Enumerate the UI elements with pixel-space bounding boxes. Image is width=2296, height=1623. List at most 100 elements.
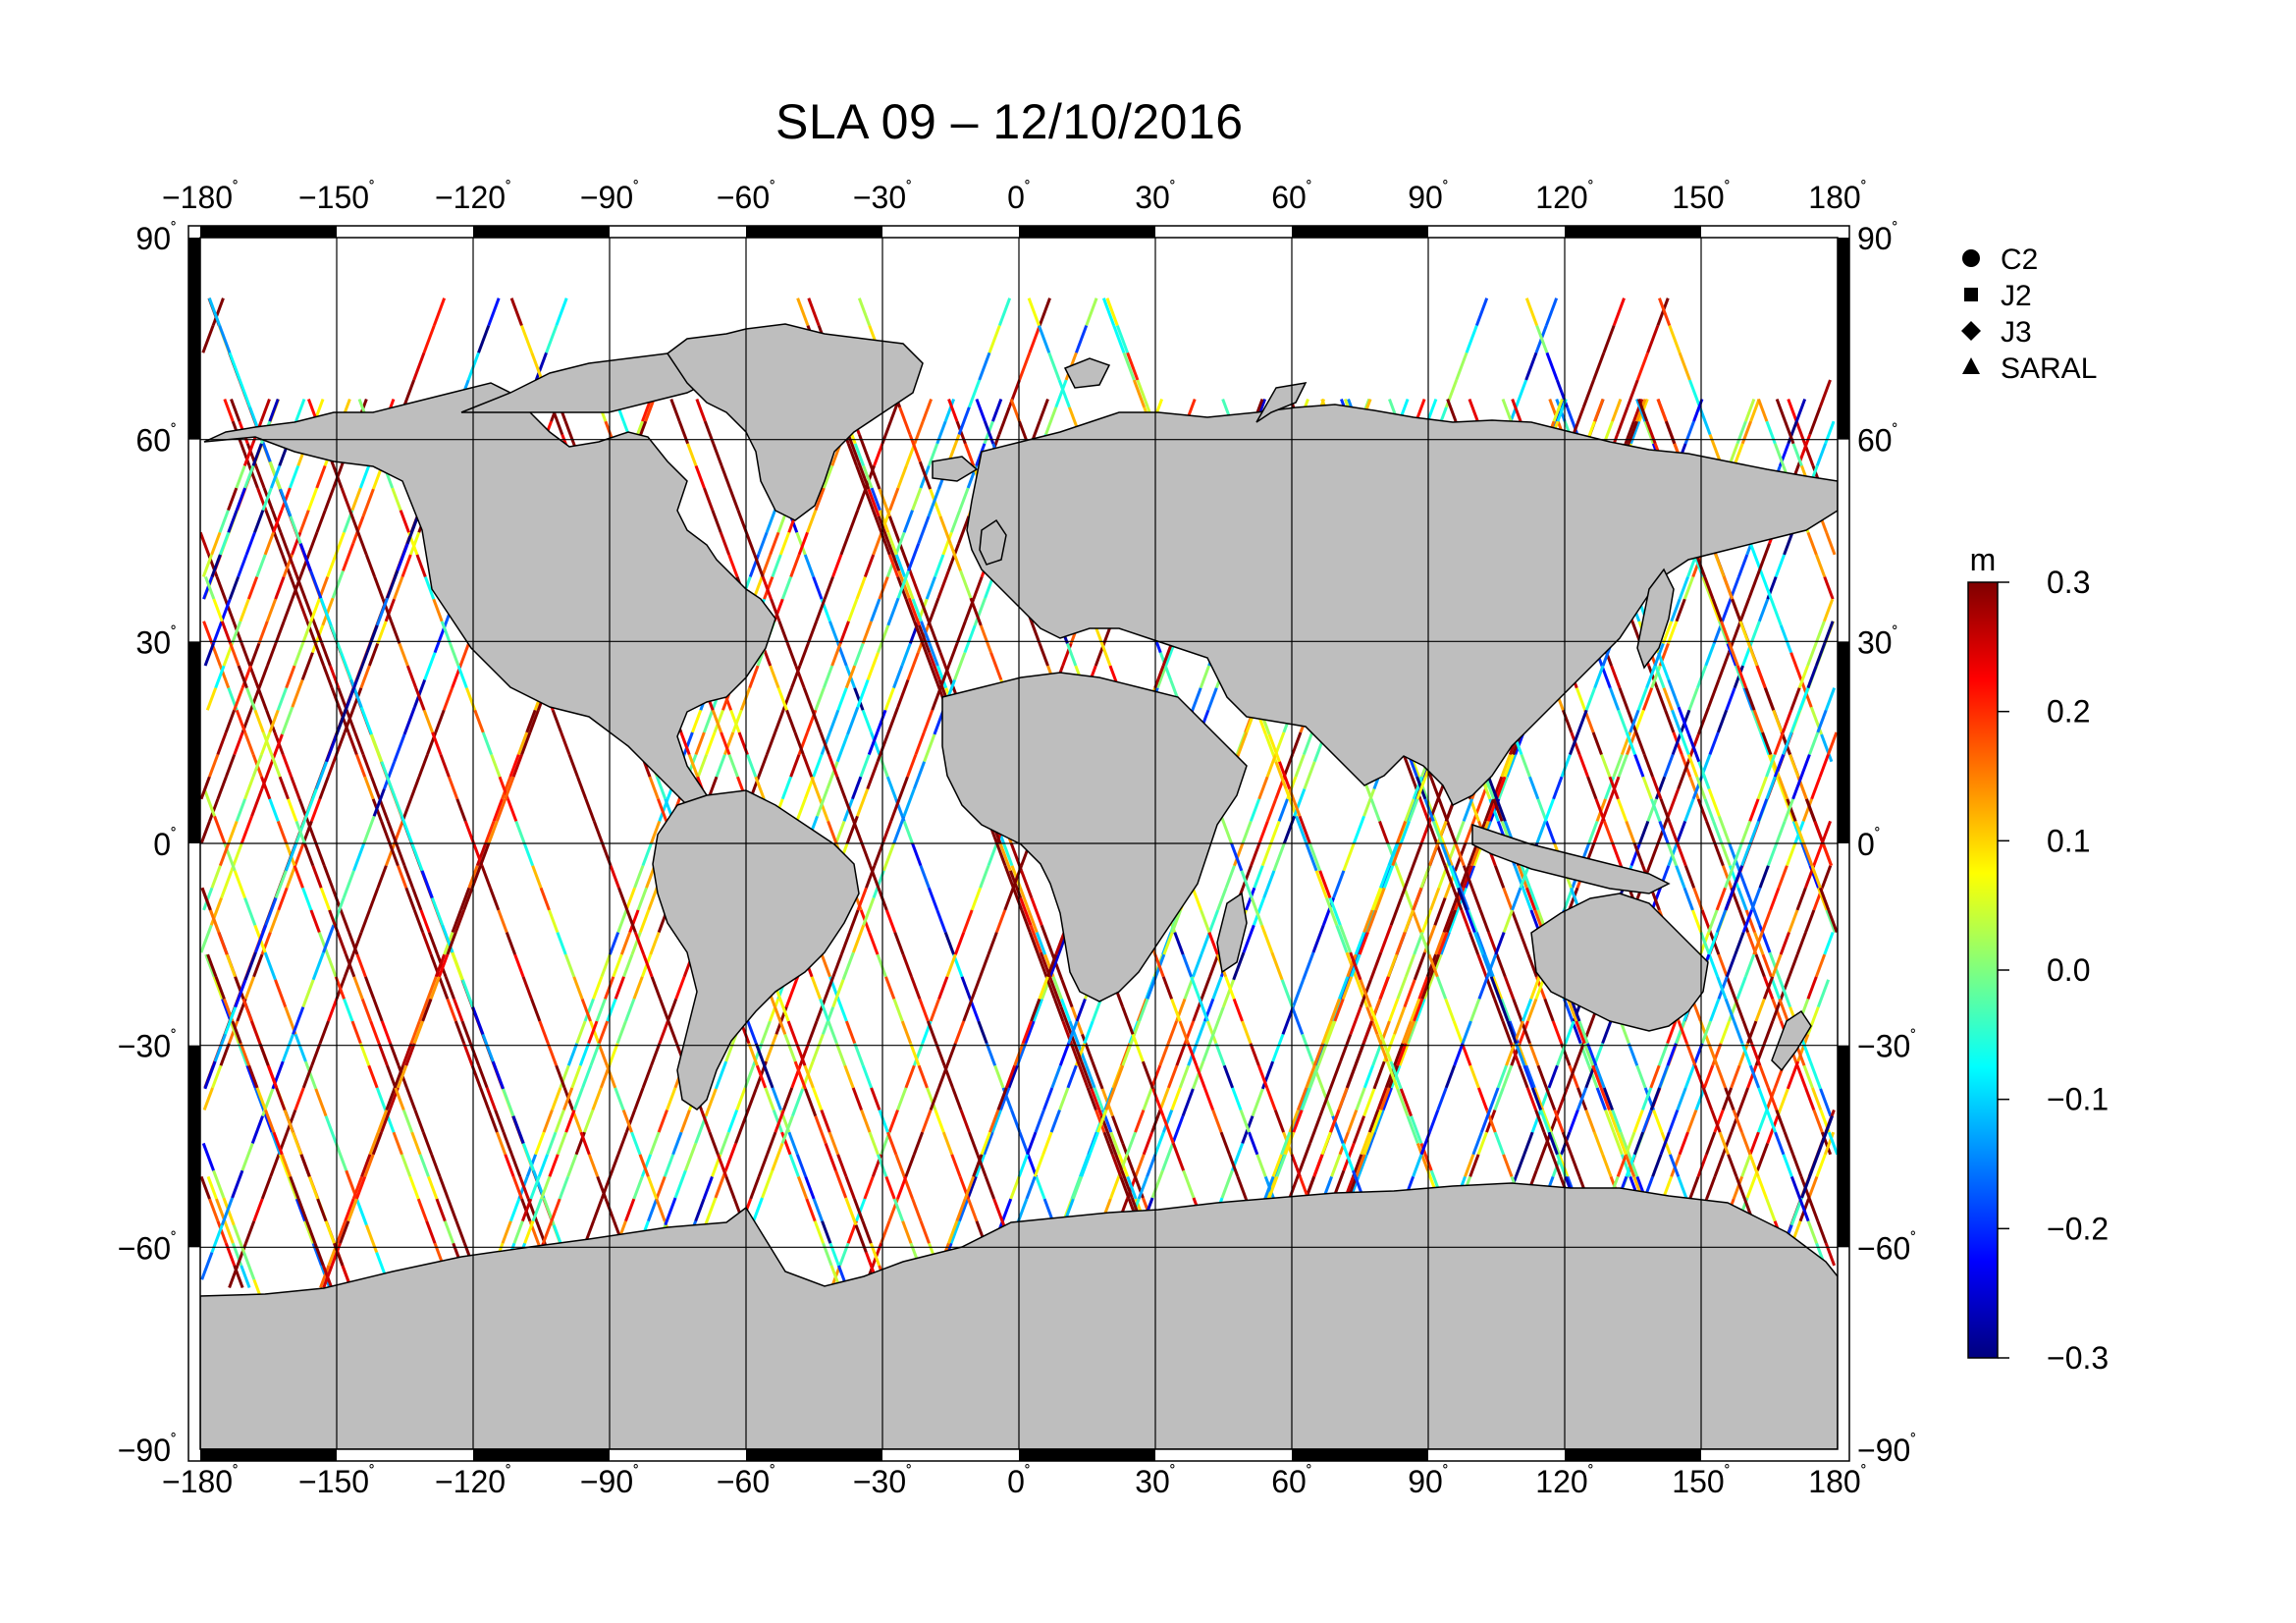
track-segment [938, 652, 952, 680]
track-segment [649, 820, 662, 844]
track-segment [857, 298, 872, 326]
track-segment [1641, 1109, 1653, 1133]
track-segment [314, 1088, 328, 1117]
track-segment [1208, 953, 1220, 978]
track-segment [353, 731, 365, 756]
track-segment [310, 798, 322, 822]
track-segment [1717, 652, 1731, 680]
track-segment [822, 464, 834, 489]
track-segment [204, 575, 216, 600]
track-segment [359, 665, 371, 689]
track-segment [323, 487, 336, 512]
track-segment [1115, 324, 1129, 353]
track-segment [963, 624, 977, 654]
track-segment [1721, 598, 1733, 622]
track-segment [1500, 998, 1512, 1022]
track-segment [1032, 998, 1043, 1022]
track-segment [1298, 1142, 1311, 1171]
track-segment [1251, 1088, 1264, 1117]
track-segment [287, 1175, 298, 1200]
track-segment [513, 953, 525, 978]
track-segment [1616, 798, 1629, 822]
track-segment [1473, 787, 1487, 817]
track-segment [853, 642, 865, 667]
track-segment [1705, 1175, 1717, 1200]
track-segment [1037, 953, 1048, 978]
track-segment [370, 776, 382, 800]
track-segment [934, 1109, 945, 1133]
track-segment [1584, 687, 1597, 711]
track-segment [983, 1131, 994, 1156]
track-segment [943, 931, 955, 955]
track-segment [1722, 575, 1734, 600]
track-segment [272, 1131, 284, 1156]
track-segment [1253, 865, 1264, 889]
track-segment [1401, 1020, 1413, 1045]
latitude-tick-label: 60˚ [135, 422, 177, 459]
track-segment [342, 870, 355, 899]
track-segment [228, 1265, 240, 1288]
track-segment [1162, 931, 1174, 955]
track-segment [1033, 1154, 1045, 1177]
track-segment [695, 399, 707, 422]
track-segment [836, 687, 848, 711]
track [200, 399, 1832, 1288]
track-segment [427, 931, 440, 955]
track-segment [1787, 399, 1798, 422]
track-segment [540, 1175, 552, 1200]
track-segment [962, 998, 974, 1022]
track-segment [926, 1087, 937, 1111]
track-segment [1191, 687, 1202, 711]
track-segment [210, 554, 222, 578]
track-segment [1625, 1131, 1636, 1156]
track-segment [1349, 951, 1362, 981]
track-segment [1524, 352, 1538, 381]
track-segment [1568, 1064, 1579, 1089]
track-segment [918, 597, 933, 626]
track-segment [795, 798, 807, 822]
track-segment [235, 464, 246, 489]
track-segment [621, 1109, 633, 1133]
track-segment [1314, 870, 1328, 899]
track-segment [367, 1064, 379, 1089]
track-segment [765, 1033, 778, 1062]
track-segment [487, 298, 501, 326]
track-segment [780, 1131, 792, 1156]
track-segment [1054, 931, 1066, 955]
track-segment [917, 515, 931, 545]
track [206, 399, 1838, 1288]
track-segment [214, 976, 226, 1000]
track-segment [945, 953, 957, 978]
track-segment [1155, 665, 1168, 689]
longitude-tick-label: −90˚ [580, 1463, 639, 1499]
track-segment [229, 1020, 240, 1045]
track-segment [918, 998, 930, 1022]
track-segment [1138, 998, 1149, 1022]
track-segment [1035, 1175, 1046, 1200]
track-segment [1009, 399, 1021, 422]
track-segment [910, 976, 922, 1000]
track-segment [1429, 887, 1441, 911]
track-segment [921, 642, 933, 667]
track-segment [550, 1198, 561, 1222]
track-segment [1493, 1087, 1505, 1111]
track-segment [1483, 953, 1495, 978]
track-segment [1744, 399, 1756, 422]
track-segment [1718, 1131, 1730, 1156]
track-segment [1495, 776, 1507, 800]
track-segment [558, 1175, 570, 1200]
track-segment [394, 1087, 405, 1111]
track-segment [1696, 1154, 1708, 1177]
track-segment [901, 1220, 913, 1244]
track-segment [615, 1020, 627, 1045]
track-segment [823, 575, 834, 600]
track-segment [976, 1154, 988, 1177]
track-segment [1231, 1087, 1243, 1111]
track-segment [1004, 1064, 1017, 1089]
track-segment [243, 731, 255, 756]
track-segment [679, 1109, 691, 1133]
track-segment [335, 731, 347, 756]
track-segment [1320, 1131, 1332, 1156]
track-segment [589, 1020, 601, 1045]
track-segment [1728, 642, 1739, 667]
